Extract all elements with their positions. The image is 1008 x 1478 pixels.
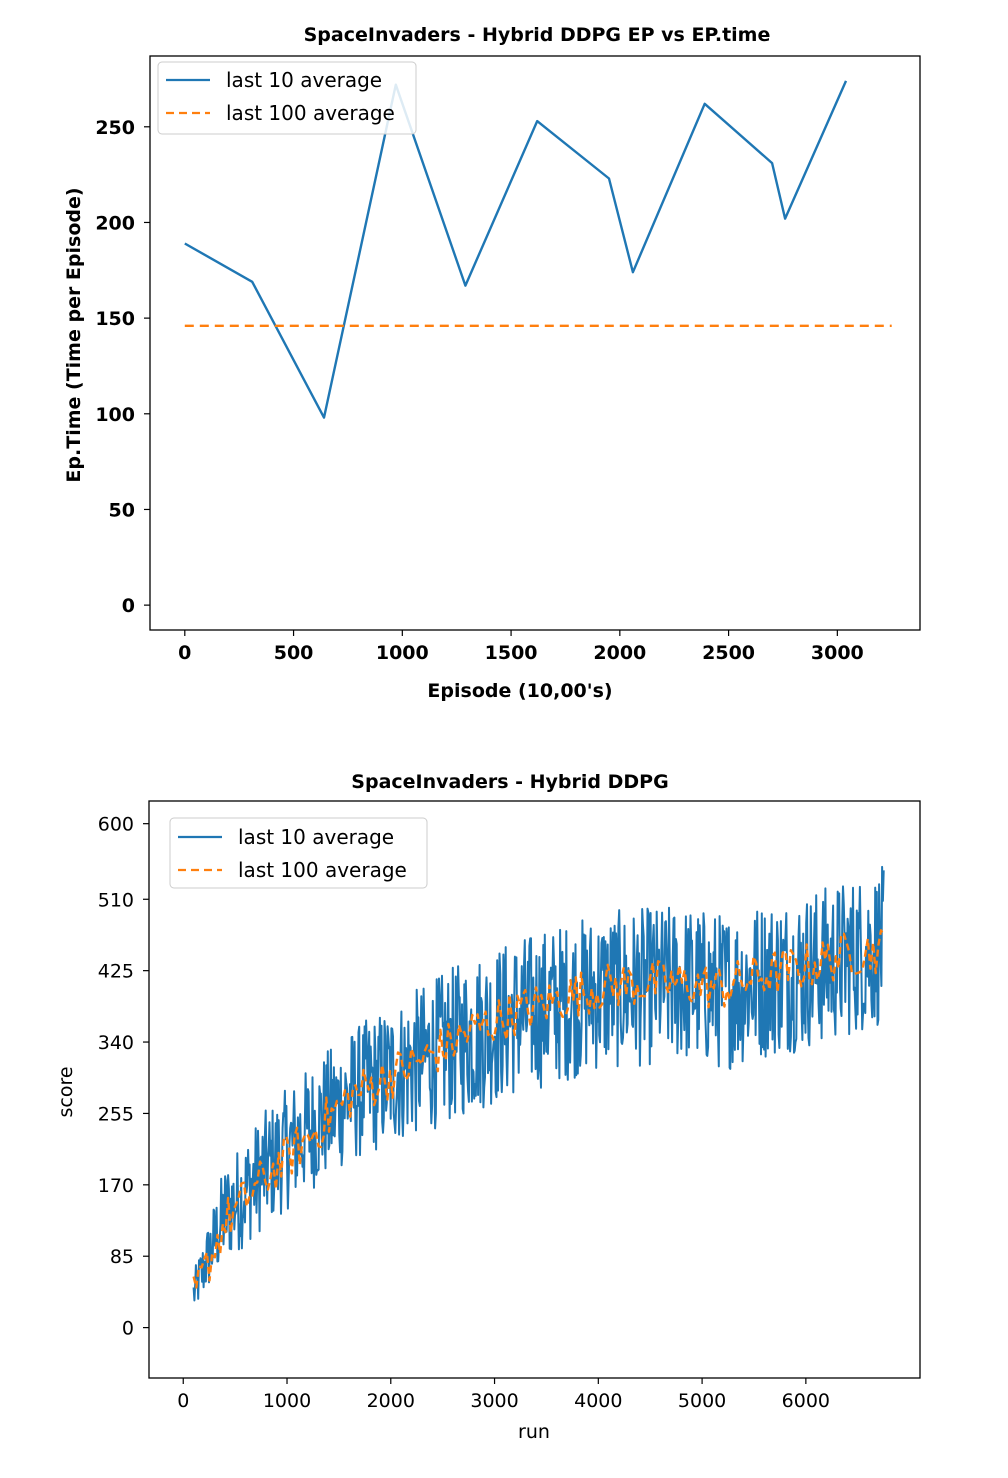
chart2-x-tick-label: 0	[177, 1390, 189, 1412]
chart2-x-tick-label: 2000	[367, 1390, 415, 1412]
chart2-y-tick-label: 170	[98, 1175, 134, 1197]
chart2-title: SpaceInvaders - Hybrid DDPG	[351, 771, 668, 793]
chart2-ticks: 0 1000 2000 3000 4000 5000 6000 0 85 170 255 340 425…	[98, 814, 830, 1412]
chart1-x-tick-label: 1000	[376, 642, 429, 664]
chart2-y-tick-label: 0	[122, 1318, 134, 1340]
chart1-y-tick-label: 200	[95, 212, 135, 234]
chart1-x-tick-label: 500	[274, 642, 314, 664]
chart1-y-tick-label: 100	[95, 404, 135, 426]
chart1-x-tick-label: 2500	[702, 642, 755, 664]
chart1-y-axis-label: Ep.Time (Time per Episode)	[63, 187, 85, 482]
chart2-legend-label-series1: last 10 average	[238, 825, 394, 849]
chart1-y-tick-label: 150	[95, 308, 135, 330]
chart2-legend-box	[169, 817, 428, 889]
chart2-x-axis-label: run	[518, 1421, 550, 1443]
chart2-x-tick-label: 5000	[678, 1390, 726, 1412]
chart1-legend: last 10 average last 100 average	[157, 61, 417, 135]
chart1-ticks: 0 500 1000 1500 2000 2500 3000 0 50 100 150 200 250	[95, 117, 863, 664]
chart2-x-tick-label: 3000	[470, 1390, 518, 1412]
chart2-x-tick-label: 6000	[782, 1390, 830, 1412]
chart-score: SpaceInvaders - Hybrid DDPG 0 1000 2000 300…	[55, 771, 921, 1443]
chart2-x-tick-label: 4000	[574, 1390, 622, 1412]
chart2-legend-label-series2: last 100 average	[238, 858, 407, 882]
chart1-x-tick-label: 2000	[593, 642, 646, 664]
chart1-x-tick-label: 1500	[485, 642, 538, 664]
chart-episode-time: SpaceInvaders - Hybrid DDPG EP vs EP.tim…	[63, 24, 921, 702]
chart1-legend-label-series2: last 100 average	[226, 101, 395, 125]
chart1-legend-label-series1: last 10 average	[226, 68, 382, 92]
chart2-series-line-2	[192, 929, 885, 1289]
chart1-x-tick-label: 3000	[811, 642, 864, 664]
chart1-y-tick-label: 50	[109, 499, 135, 521]
chart2-y-tick-label: 340	[98, 1032, 134, 1054]
chart1-title: SpaceInvaders - Hybrid DDPG EP vs EP.tim…	[304, 24, 771, 46]
chart1-y-tick-label: 0	[122, 595, 135, 617]
chart1-series-line-1	[184, 80, 848, 419]
chart2-series	[192, 865, 885, 1302]
chart2-y-tick-label: 425	[98, 961, 134, 983]
chart2-y-tick-label: 510	[98, 889, 134, 911]
chart2-x-tick-label: 1000	[263, 1390, 311, 1412]
chart2-y-tick-label: 255	[98, 1103, 134, 1125]
chart2-y-axis-label: score	[55, 1066, 77, 1117]
chart1-series	[184, 80, 892, 419]
chart2-y-tick-label: 85	[110, 1246, 134, 1268]
chart1-x-tick-label: 0	[178, 642, 191, 664]
chart1-x-axis-label: Episode (10,00's)	[427, 680, 612, 702]
chart2-series-line-1	[192, 865, 885, 1302]
chart1-plot-frame	[149, 55, 921, 631]
chart1-legend-box	[157, 61, 417, 135]
chart2-legend: last 10 average last 100 average	[169, 817, 428, 889]
chart2-plot-frame	[148, 800, 921, 1379]
chart1-y-tick-label: 250	[95, 117, 135, 139]
chart2-y-tick-label: 600	[98, 814, 134, 836]
